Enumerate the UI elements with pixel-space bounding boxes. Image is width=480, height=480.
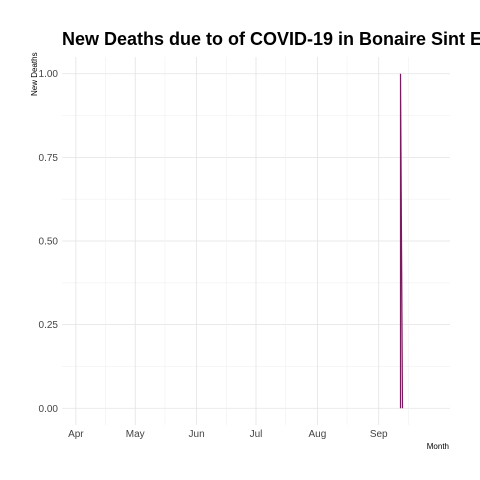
x-tick-label: Sep xyxy=(370,429,388,440)
y-tick-label: 0.25 xyxy=(39,320,59,331)
x-tick-label: May xyxy=(126,429,145,440)
x-tick-label: Apr xyxy=(68,429,84,440)
y-axis-label: New Deaths xyxy=(30,52,39,96)
x-axis-label: Month xyxy=(427,442,449,451)
y-tick-labels: 0.00 0.25 0.50 0.75 1.00 xyxy=(39,69,59,415)
chart-title: New Deaths due to of COVID-19 in Bonaire… xyxy=(62,29,480,49)
x-tick-labels: Apr May Jun Jul Aug Sep xyxy=(68,429,388,440)
x-tick-label: Jun xyxy=(189,429,205,440)
y-tick-label: 0.75 xyxy=(39,153,59,164)
y-tick-label: 1.00 xyxy=(39,69,59,80)
x-tick-label: Jul xyxy=(250,429,263,440)
y-tick-label: 0.50 xyxy=(39,237,59,248)
y-tick-label: 0.00 xyxy=(39,404,59,415)
x-tick-label: Aug xyxy=(308,429,326,440)
series-layer xyxy=(399,73,404,409)
grid xyxy=(62,57,450,425)
series-line xyxy=(399,73,404,409)
